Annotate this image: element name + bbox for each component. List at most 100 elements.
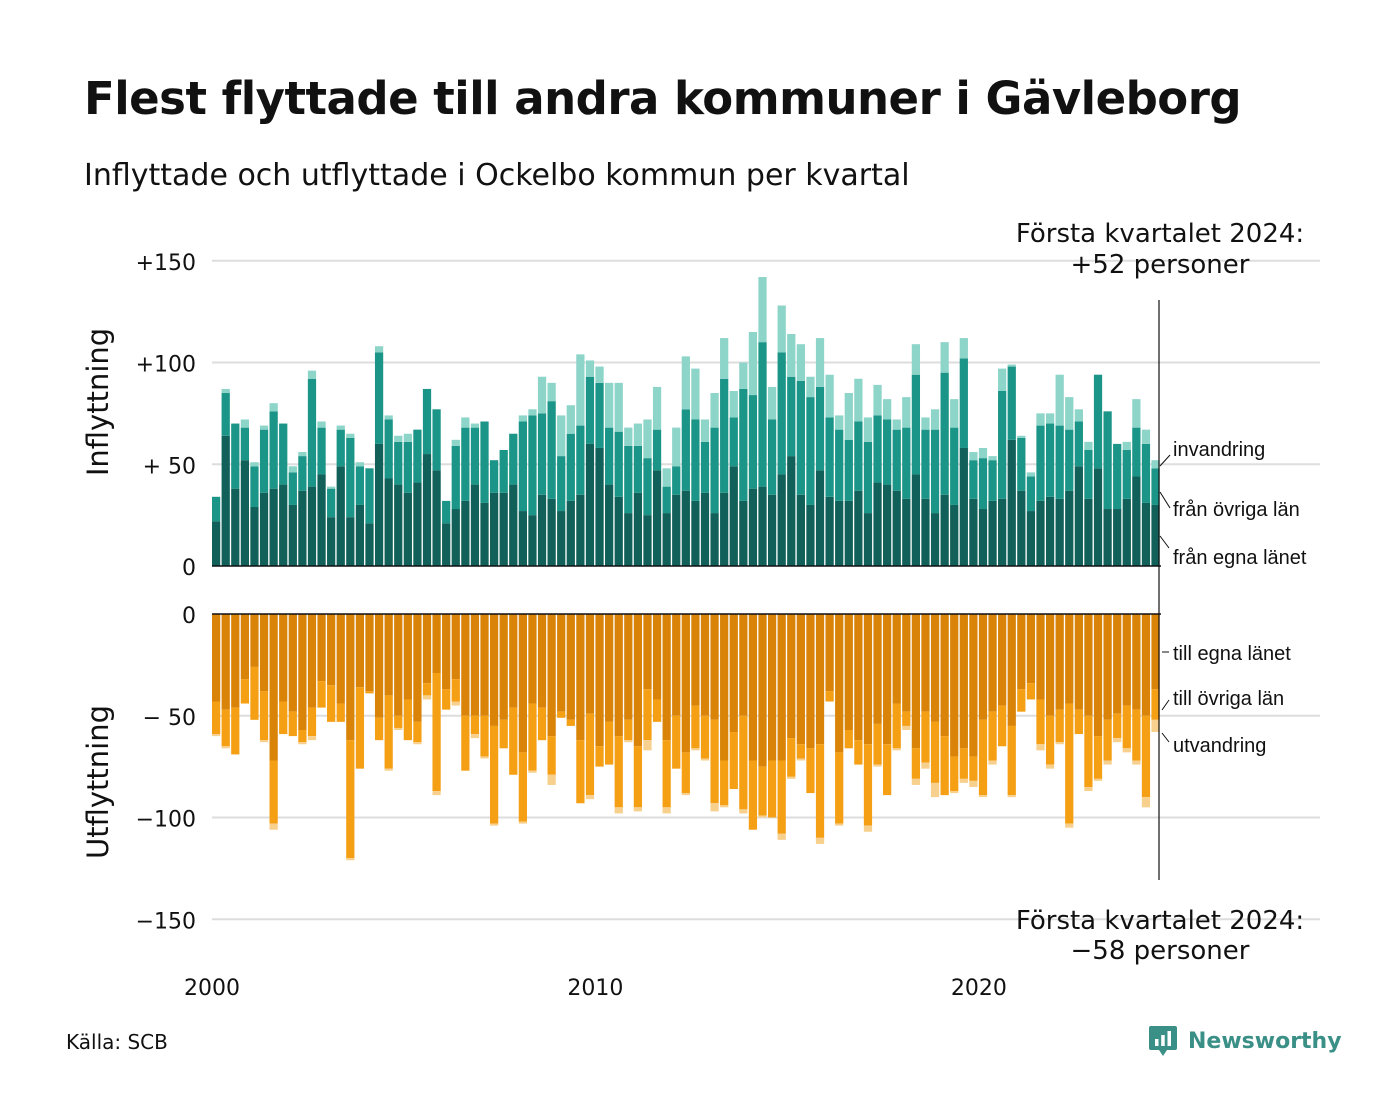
bar-inflow-invandring: [863, 417, 873, 442]
bar-inflow-ovriga: [605, 427, 614, 485]
bar-inflow-ovriga: [374, 352, 384, 444]
bar-outflow-ovriga: [700, 715, 710, 759]
bar-inflow-invandring: [259, 425, 269, 430]
bar-inflow-invandring: [288, 466, 297, 473]
bar-outflow-utvandring: [307, 736, 317, 741]
bar-outflow-egna: [662, 614, 671, 741]
bar-inflow-invandring: [327, 486, 336, 489]
bar-inflow-egna: [729, 466, 738, 566]
bar-outflow-egna: [279, 614, 288, 702]
bar-outflow-ovriga: [1151, 689, 1160, 720]
bar-inflow-egna: [605, 484, 614, 566]
bar-outflow-ovriga: [470, 715, 480, 735]
bar-inflow-ovriga: [518, 421, 527, 512]
bar-outflow-ovriga: [537, 707, 547, 741]
bar-inflow-ovriga: [413, 429, 422, 483]
bar-outflow-ovriga: [384, 695, 393, 769]
bar-inflow-egna: [547, 498, 556, 567]
bar-outflow-ovriga: [336, 703, 345, 722]
bar-inflow-ovriga: [806, 397, 815, 505]
bar-outflow-ovriga: [748, 760, 758, 830]
bar-outflow-egna: [1036, 614, 1045, 700]
outflow-annotation-line1: Första kvartalet 2024:: [1016, 906, 1304, 936]
bar-inflow-egna: [1074, 466, 1083, 566]
bar-outflow-ovriga: [489, 725, 499, 824]
bar-inflow-ovriga: [547, 401, 556, 499]
bar-outflow-ovriga: [528, 703, 537, 771]
bar-outflow-egna: [1093, 614, 1103, 737]
bar-inflow-invandring: [988, 456, 997, 461]
bar-inflow-egna: [1093, 468, 1103, 566]
bar-outflow-utvandring: [1103, 760, 1112, 765]
bar-outflow-ovriga: [883, 744, 892, 796]
bar-inflow-egna: [940, 494, 949, 566]
bar-inflow-egna: [259, 492, 269, 566]
bar-outflow-utvandring: [528, 770, 537, 773]
bar-outflow-utvandring: [662, 807, 671, 814]
bar-outflow-ovriga: [720, 760, 729, 806]
bar-outflow-egna: [1055, 614, 1064, 710]
bar-outflow-egna: [729, 614, 738, 733]
bar-inflow-ovriga: [298, 456, 307, 491]
bar-outflow-ovriga: [825, 691, 834, 702]
bar-inflow-egna: [681, 490, 690, 566]
legend-till-egna-lanet: till egna länet: [1173, 643, 1291, 665]
bar-inflow-invandring: [796, 344, 805, 381]
bar-inflow-egna: [787, 456, 796, 566]
bar-outflow-utvandring: [815, 837, 825, 844]
bar-inflow-egna: [566, 500, 575, 566]
bar-inflow-invandring: [585, 360, 595, 377]
outflow-annotation-line2: −58 personer: [1071, 936, 1250, 966]
bar-inflow-ovriga: [614, 431, 623, 497]
bar-inflow-egna: [883, 484, 892, 566]
bar-inflow-invandring: [547, 382, 556, 402]
inflow-annotation-line2: +52 personer: [1071, 250, 1250, 280]
bar-outflow-ovriga: [307, 707, 317, 737]
bar-inflow-ovriga: [624, 445, 633, 514]
bar-inflow-invandring: [1151, 460, 1160, 469]
bar-inflow-ovriga: [959, 358, 968, 448]
inflow-tick-label: + 50: [143, 454, 196, 479]
bar-inflow-invandring: [969, 452, 978, 461]
bar-outflow-egna: [1065, 614, 1074, 704]
bar-inflow-invandring: [1122, 441, 1131, 451]
bar-inflow-egna: [950, 504, 959, 566]
bar-inflow-egna: [442, 523, 451, 566]
bar-inflow-invandring: [1036, 413, 1045, 426]
bar-inflow-egna: [988, 500, 997, 566]
bar-outflow-ovriga: [288, 711, 297, 737]
bar-outflow-utvandring: [633, 807, 643, 812]
bar-inflow-invandring: [883, 399, 892, 420]
outflow-tick-label: −150: [136, 909, 196, 934]
bar-outflow-utvandring: [489, 823, 499, 826]
bar-inflow-ovriga: [537, 413, 547, 495]
bar-inflow-invandring: [461, 417, 470, 428]
bar-outflow-egna: [1103, 614, 1112, 720]
bar-inflow-invandring: [518, 415, 527, 422]
bar-inflow-egna: [355, 504, 365, 566]
bar-inflow-egna: [499, 492, 508, 566]
bar-outflow-egna: [576, 614, 585, 741]
bar-inflow-egna: [614, 496, 623, 566]
bar-inflow-egna: [969, 498, 978, 567]
bar-inflow-egna: [1151, 504, 1160, 566]
bar-outflow-ovriga: [365, 691, 374, 694]
bar-inflow-ovriga: [1151, 468, 1160, 505]
bar-inflow-invandring: [346, 433, 355, 438]
bar-inflow-invandring: [998, 368, 1007, 391]
bar-outflow-ovriga: [298, 730, 307, 743]
bar-inflow-ovriga: [279, 423, 288, 485]
bar-outflow-ovriga: [509, 707, 518, 775]
bar-outflow-egna: [1132, 614, 1141, 710]
brand-name: Newsworthy: [1188, 1028, 1342, 1054]
bar-inflow-ovriga: [480, 421, 489, 503]
bar-outflow-utvandring: [1055, 742, 1064, 745]
bar-inflow-egna: [595, 447, 604, 566]
bar-inflow-invandring: [1026, 472, 1036, 477]
bar-inflow-ovriga: [988, 460, 997, 501]
bar-outflow-ovriga: [451, 679, 460, 702]
bar-outflow-utvandring: [1036, 744, 1045, 751]
bar-inflow-invandring: [336, 425, 345, 430]
bar-inflow-ovriga: [1065, 429, 1074, 491]
bar-inflow-ovriga: [777, 352, 786, 475]
